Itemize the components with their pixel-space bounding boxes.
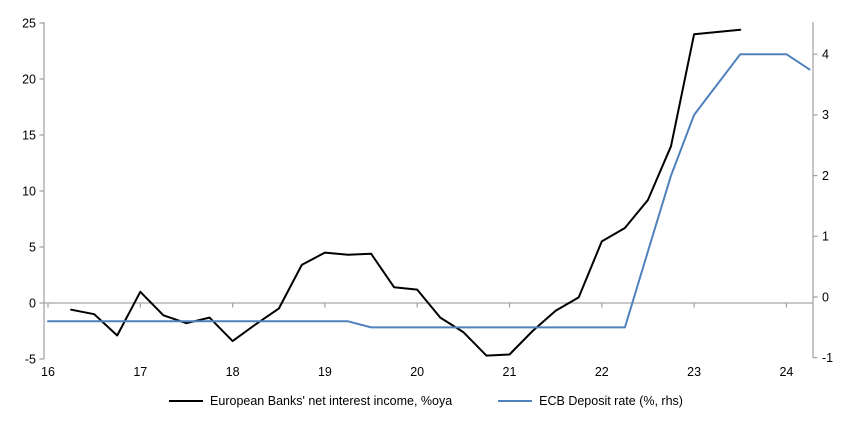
right-axis-tick-label: 4 bbox=[822, 48, 829, 62]
x-axis-tick-label: 16 bbox=[41, 365, 55, 379]
right-axis-tick-label: 1 bbox=[822, 230, 829, 244]
x-axis-tick-label: 19 bbox=[318, 365, 332, 379]
x-axis-tick-label: 18 bbox=[226, 365, 240, 379]
series-line-ecb-deposit-rate bbox=[47, 53, 811, 329]
left-axis-tick-label: 15 bbox=[22, 128, 36, 142]
right-axis-tick-label: 3 bbox=[822, 108, 829, 122]
x-axis-tick-label: 22 bbox=[595, 365, 609, 379]
right-axis-tick-label: 2 bbox=[822, 169, 829, 183]
left-axis-tick-label: 10 bbox=[22, 184, 36, 198]
legend-label-net-interest-income: European Banks' net interest income, %oy… bbox=[210, 394, 453, 408]
left-axis-tick-label: 25 bbox=[22, 16, 36, 30]
left-axis-tick-label: 20 bbox=[22, 72, 36, 86]
legend-item-net-interest-income: European Banks' net interest income, %oy… bbox=[169, 394, 452, 408]
x-axis-tick-label: 20 bbox=[410, 365, 424, 379]
left-axis-tick-label: 5 bbox=[29, 240, 36, 254]
x-axis-tick-label: 21 bbox=[503, 365, 517, 379]
chart-legend: European Banks' net interest income, %oy… bbox=[0, 394, 852, 408]
x-axis: 16 17 18 19 20 21 22 23 24 bbox=[41, 303, 793, 379]
right-y-axis: 4 3 2 1 0 -1 bbox=[812, 22, 833, 365]
legend-item-ecb-deposit-rate: ECB Deposit rate (%, rhs) bbox=[498, 394, 683, 408]
x-axis-tick-label: 17 bbox=[133, 365, 147, 379]
left-axis-tick-label: -5 bbox=[25, 352, 36, 366]
right-axis-tick-label: -1 bbox=[822, 351, 833, 365]
left-axis-tick-label: 0 bbox=[29, 296, 36, 310]
right-axis-tick-label: 0 bbox=[822, 290, 829, 304]
legend-label-ecb-deposit-rate: ECB Deposit rate (%, rhs) bbox=[539, 394, 683, 408]
left-y-axis: 25 20 15 10 5 0 -5 bbox=[22, 16, 45, 366]
legend-swatch-ecb-deposit-rate bbox=[498, 400, 533, 402]
series-line-net-interest-income bbox=[70, 28, 742, 357]
legend-swatch-net-interest-income bbox=[169, 400, 204, 402]
x-axis-tick-label: 24 bbox=[779, 365, 793, 379]
x-axis-tick-label: 23 bbox=[687, 365, 701, 379]
